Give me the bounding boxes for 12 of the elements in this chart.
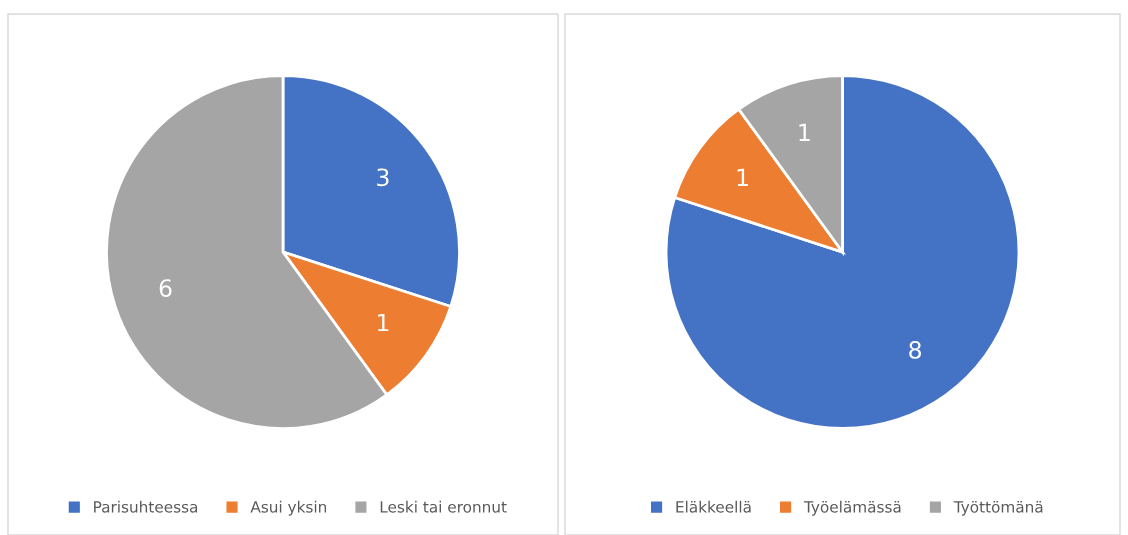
data-label: 1 (378, 313, 389, 332)
legend-label: Eläkkeellä (676, 500, 751, 513)
legend-label: Työttömänä (953, 500, 1043, 516)
legend-label: Leski tai eronnut (380, 500, 507, 513)
data-label: 8 (909, 340, 921, 359)
legend-label: Asui yksin (250, 500, 327, 516)
data-label: 3 (377, 168, 389, 187)
data-label: 6 (159, 279, 172, 298)
legend-label: Parisuhteessa (94, 500, 198, 513)
data-label: 1 (799, 123, 810, 142)
legend-label: Työelämässä (803, 500, 901, 516)
data-label: 1 (737, 168, 748, 186)
